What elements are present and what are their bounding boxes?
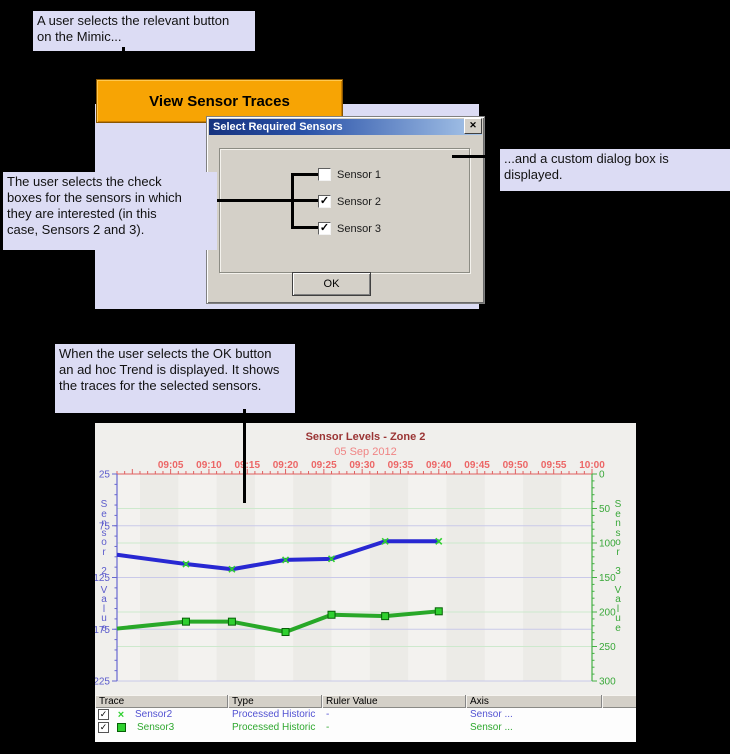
right-axis-title: S e n s o r 3 V a l u e [614, 499, 622, 634]
svg-text:300: 300 [599, 677, 616, 688]
header-cell-ruler-value[interactable]: Ruler Value [322, 695, 466, 708]
svg-text:09:45: 09:45 [464, 460, 490, 471]
trace-name: Sensor3 [137, 722, 175, 733]
header-cell-axis[interactable]: Axis [466, 695, 602, 708]
sensor2-checkbox-label: Sensor 2 [337, 195, 382, 208]
trend-chart-panel: 09:05 09:10 09:15 09:20 09:25 09:30 09:35 09:40… [95, 423, 636, 742]
svg-text:09:55: 09:55 [541, 460, 567, 471]
trend-plot[interactable]: 09:05 09:10 09:15 09:20 09:25 09:30 09:35 09:40… [95, 423, 636, 742]
dialog-close-button[interactable]: ✕ [464, 118, 482, 134]
sensor1-checkbox[interactable] [318, 168, 331, 181]
svg-text:250: 250 [599, 642, 616, 653]
svg-text:09:30: 09:30 [349, 460, 375, 471]
svg-text:225: 225 [95, 677, 110, 688]
sensor3-checkbox-row: ✓ Sensor 3 [318, 222, 381, 235]
trace-row-sensor2[interactable]: ✓ × Sensor2 Processed Historic - Sensor … [95, 708, 636, 721]
callout-trend-displayed: When the user selects the OK button an a… [55, 344, 295, 413]
svg-text:09:05: 09:05 [158, 460, 184, 471]
trace-row-sensor3[interactable]: ✓ Sensor3 Processed Historic - Sensor ..… [95, 721, 636, 734]
close-icon: ✕ [469, 120, 477, 130]
left-axis-title: S e n s o r 2 V a l u e [100, 499, 108, 634]
trace-axis: Sensor ... [470, 709, 513, 720]
dialog-titlebar[interactable]: Select Required Sensors [209, 119, 482, 135]
svg-text:50: 50 [599, 504, 611, 515]
header-cell-trace[interactable]: Trace [95, 695, 228, 708]
sensor-select-dialog: Select Required Sensors ✕ Sensor 1 ✓ Sen… [206, 116, 485, 304]
callout-select-button: A user selects the relevant button on th… [33, 11, 255, 51]
ruler-value: - [326, 722, 330, 733]
svg-text:75: 75 [99, 521, 111, 532]
chart-title: Sensor Levels - Zone 2 [305, 431, 426, 443]
view-sensor-traces-button[interactable]: View Sensor Traces [96, 79, 343, 123]
svg-text:09:15: 09:15 [234, 460, 260, 471]
trace-row-checkbox[interactable]: ✓ [98, 709, 109, 720]
callout-check-boxes: The user selects the check boxes for the… [3, 172, 217, 250]
sensor1-checkbox-label: Sensor 1 [337, 168, 382, 181]
svg-text:09:20: 09:20 [273, 460, 299, 471]
connector-line-to-trend [243, 409, 246, 503]
chart-date-label: 05 Sep 2012 [334, 446, 397, 458]
connector-stub-sensor1 [292, 173, 318, 176]
svg-text:175: 175 [95, 625, 110, 636]
ruler-value: - [326, 709, 330, 720]
header-cell-type[interactable]: Type [228, 695, 322, 708]
trace-marker-icon [117, 723, 126, 732]
svg-text:09:10: 09:10 [196, 460, 222, 471]
callout-dialog-displayed: ...and a custom dialog box is displayed. [500, 149, 730, 191]
trace-name: Sensor2 [135, 709, 173, 720]
sensor2-checkbox-row: ✓ Sensor 2 [318, 195, 381, 208]
connector-line-to-button [122, 47, 125, 90]
svg-text:150: 150 [599, 573, 616, 584]
svg-text:09:35: 09:35 [388, 460, 414, 471]
dialog-title: Select Required Sensors [213, 121, 343, 133]
svg-text:25: 25 [99, 470, 111, 481]
dialog-groupbox [219, 148, 470, 273]
sensor3-checkbox-label: Sensor 3 [337, 222, 382, 235]
connector-line-checkboxes-main [209, 199, 318, 202]
trace-row-checkbox[interactable]: ✓ [98, 722, 109, 733]
trace-type: Processed Historic [232, 722, 316, 733]
trace-type: Processed Historic [232, 709, 316, 720]
trace-table: Trace Type Ruler Value Axis ✓ × Sensor2 … [95, 695, 636, 742]
trace-marker-icon: × [117, 709, 125, 720]
sensor2-checkbox[interactable]: ✓ [318, 195, 331, 208]
connector-bracket-vertical [291, 173, 294, 229]
header-cell-empty [602, 695, 636, 708]
svg-text:200: 200 [599, 608, 616, 619]
sensor3-checkbox[interactable]: ✓ [318, 222, 331, 235]
svg-text:125: 125 [95, 573, 110, 584]
connector-stub-sensor3 [292, 226, 318, 229]
table-header: Trace Type Ruler Value Axis [95, 695, 636, 708]
svg-text:09:50: 09:50 [503, 460, 529, 471]
svg-text:09:40: 09:40 [426, 460, 452, 471]
svg-text:09:25: 09:25 [311, 460, 337, 471]
svg-text:10:00: 10:00 [579, 460, 605, 471]
sensor1-checkbox-row: Sensor 1 [318, 168, 381, 181]
connector-line-to-dialog-callout [452, 155, 500, 158]
svg-text:0: 0 [599, 470, 605, 481]
svg-text:100: 100 [599, 539, 616, 550]
trace-axis: Sensor ... [470, 722, 513, 733]
ok-button[interactable]: OK [292, 272, 371, 296]
